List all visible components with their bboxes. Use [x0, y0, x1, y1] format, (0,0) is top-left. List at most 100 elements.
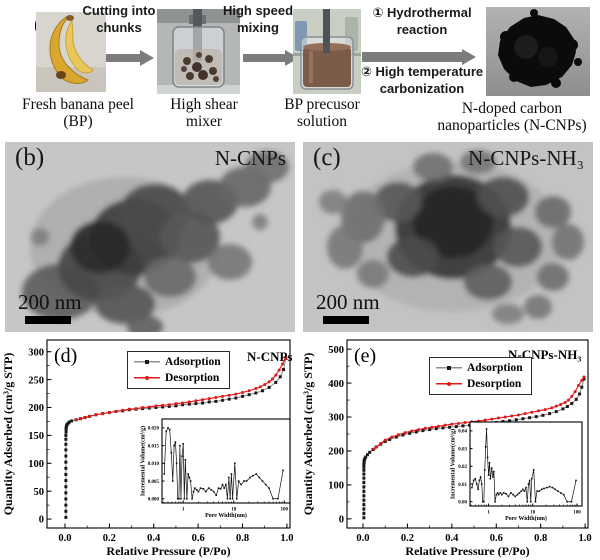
svg-text:100: 100 [328, 481, 344, 492]
svg-text:300: 300 [328, 413, 344, 424]
panel-b-letter: (b) [15, 144, 45, 171]
n-cnps-powder-photo [486, 7, 590, 96]
svg-text:10: 10 [530, 511, 536, 516]
svg-text:Pore Width(nm): Pore Width(nm) [505, 515, 547, 522]
arrow-head [140, 50, 154, 66]
legend-row-adsorption: Adsorption [436, 360, 523, 376]
caption-n-doped-carbon: N-doped carbon nanoparticles (N-CNPs) [437, 100, 587, 135]
svg-text:500: 500 [328, 345, 344, 356]
high-shear-mixer-photo [157, 9, 240, 94]
banana-peel-photo [36, 12, 106, 92]
legend-row-desorption: Desorption [134, 370, 221, 386]
svg-text:0.8: 0.8 [534, 533, 547, 544]
panel-d-letter: (d) [54, 345, 78, 367]
svg-text:0.000: 0.000 [148, 497, 160, 502]
svg-text:0.00: 0.00 [458, 500, 467, 505]
arrow2-label: High speed mixing [222, 3, 294, 35]
tem-panel-b: (b) N-CNPs 200 nm [5, 142, 295, 332]
arrow-shaft [106, 54, 142, 62]
scalebar-c [323, 316, 369, 324]
adsorption-marker-icon [436, 364, 462, 372]
arrow-shaft [362, 52, 464, 62]
svg-text:Quantity Adsorbed (cm³/g STP): Quantity Adsorbed (cm³/g STP) [301, 353, 315, 516]
svg-text:100: 100 [28, 459, 44, 470]
pore-width-inset-n-cnps-nh3: 1 10 100 0.00 0.01 0.02 0.03 0.04 Pore Width(nm)… [450, 421, 583, 522]
svg-text:400: 400 [328, 379, 344, 390]
arrow-shaft [243, 54, 287, 62]
svg-text:0.02: 0.02 [458, 465, 467, 470]
svg-text:200: 200 [28, 403, 44, 414]
svg-text:0.8: 0.8 [236, 533, 249, 544]
arrow1-label: Cutting into chunks [82, 3, 156, 35]
chart-d-title: N-CNPs [247, 349, 293, 364]
arrow3-top-label: ① Hydrothermal reaction [372, 5, 472, 37]
tem-panel-c: (c) N-CNPs-NH₃ 200 nm [303, 142, 593, 332]
panel-b-title: N-CNPs [214, 146, 286, 170]
svg-text:0.020: 0.020 [148, 427, 160, 432]
caption-fresh-banana-peel: Fresh banana peel (BP) [22, 96, 134, 131]
desorption-marker-icon [134, 374, 160, 382]
panel-e-letter: (e) [354, 345, 377, 367]
arrow-head [462, 49, 476, 65]
bp-precursor-solution-photo [293, 9, 361, 94]
svg-text:0.2: 0.2 [401, 533, 414, 544]
svg-text:Quantity Adsorbed (cm³/g STP): Quantity Adsorbed (cm³/g STP) [1, 353, 15, 516]
svg-text:0.0: 0.0 [58, 533, 71, 544]
svg-text:250: 250 [28, 375, 44, 386]
panel-c-title: N-CNPs-NH₃ [468, 146, 584, 170]
svg-text:1: 1 [487, 511, 490, 516]
legend-label: Desorption [165, 372, 220, 384]
svg-text:1: 1 [182, 508, 185, 513]
scalebar-label-c: 200 nm [316, 290, 380, 314]
scalebar-label-b: 200 nm [18, 290, 82, 314]
svg-text:Incremental Volume(cm³/g): Incremental Volume(cm³/g) [140, 426, 147, 496]
svg-text:0.01: 0.01 [458, 483, 467, 488]
powder-illustration [486, 7, 590, 96]
svg-text:1.0: 1.0 [579, 533, 592, 544]
svg-text:0.4: 0.4 [147, 533, 161, 544]
svg-text:Relative Pressure (P/Po): Relative Pressure (P/Po) [405, 544, 529, 558]
legend-row-desorption: Desorption [436, 376, 523, 392]
mixer-illustration [157, 9, 240, 94]
svg-text:150: 150 [28, 431, 44, 442]
caption-high-shear-mixer: High shear mixer [170, 96, 238, 131]
svg-text:100: 100 [573, 511, 581, 516]
svg-text:0.0: 0.0 [356, 533, 369, 544]
svg-text:Incremental Volume(cm³/g): Incremental Volume(cm³/g) [450, 429, 457, 499]
svg-text:0.6: 0.6 [490, 533, 503, 544]
svg-text:Pore Width(nm): Pore Width(nm) [205, 512, 247, 519]
svg-text:Relative Pressure (P/Po): Relative Pressure (P/Po) [106, 544, 230, 558]
desorption-marker-icon [436, 380, 462, 388]
panel-c-letter: (c) [313, 144, 341, 171]
svg-text:0.005: 0.005 [148, 480, 160, 485]
svg-text:50: 50 [34, 487, 45, 498]
scalebar-b [25, 316, 71, 324]
legend-label: Adsorption [467, 362, 523, 374]
svg-text:0: 0 [39, 515, 44, 526]
svg-text:200: 200 [328, 447, 344, 458]
pore-width-inset-n-cnps: 1 10 100 0.000 0.005 0.010 0.015 0.020 Pore Widt… [140, 418, 291, 519]
svg-text:0.4: 0.4 [445, 533, 459, 544]
arrow3-icon [362, 49, 476, 65]
banana-illustration [36, 12, 106, 92]
svg-text:0: 0 [339, 515, 344, 526]
svg-text:1.0: 1.0 [280, 533, 293, 544]
svg-text:100: 100 [280, 508, 288, 513]
solution-illustration [293, 9, 361, 94]
tem-image-b [22, 151, 289, 332]
svg-text:0.010: 0.010 [148, 462, 160, 467]
arrow2-icon [243, 50, 299, 66]
svg-text:0.2: 0.2 [103, 533, 116, 544]
tem-image-c [319, 150, 584, 324]
legend-row-adsorption: Adsorption [134, 354, 221, 370]
legend-e: Adsorption Desorption [429, 357, 532, 395]
caption-bp-precursor-solution: BP precusor solution [284, 96, 360, 131]
svg-text:0.015: 0.015 [148, 444, 160, 449]
legend-d: Adsorption Desorption [127, 351, 230, 389]
arrow1-icon [106, 50, 154, 66]
svg-text:0.04: 0.04 [458, 430, 467, 435]
legend-label: Desorption [467, 378, 522, 390]
arrow3-bottom-label: ② High temperature carbonization [360, 64, 484, 96]
svg-text:10: 10 [231, 508, 237, 513]
